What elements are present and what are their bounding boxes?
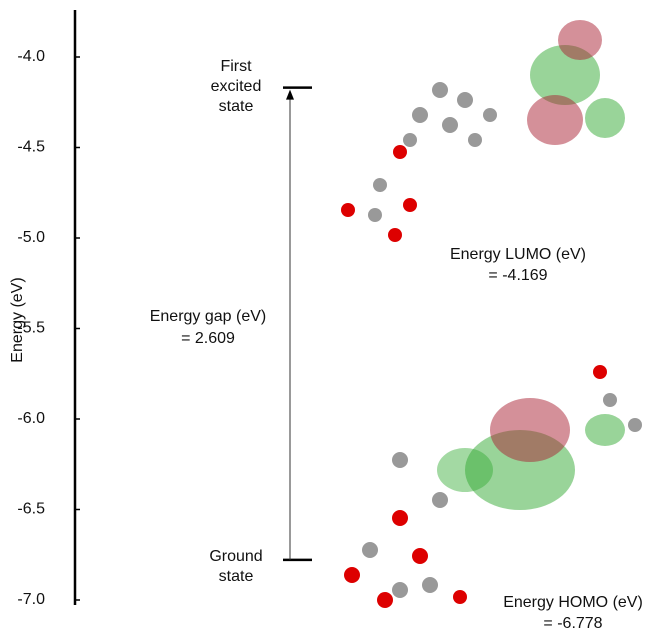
- y-tick-label: -4.0: [17, 48, 45, 65]
- molecule-homo: [344, 365, 642, 608]
- orbital-value-label: = -4.169: [488, 267, 547, 284]
- page: Energy (eV) -4.0-4.5-5.0-5.5-6.0-6.5-7.0…: [0, 0, 661, 633]
- gap-value-label: = 2.609: [181, 330, 235, 347]
- arrow-head: [286, 90, 294, 100]
- y-tick-label: -6.5: [17, 501, 45, 518]
- molecule-lumo: [341, 20, 625, 242]
- gap-label: Energy gap (eV): [150, 308, 267, 325]
- level-label: Ground state: [198, 547, 274, 587]
- orbital-value-label: = -6.778: [543, 615, 602, 632]
- orbital-label: Energy LUMO (eV): [450, 246, 586, 263]
- y-tick-label: -5.0: [17, 229, 45, 246]
- level-label: First excited state: [198, 57, 274, 117]
- y-tick-label: -5.5: [17, 320, 45, 337]
- y-tick-label: -7.0: [17, 591, 45, 608]
- chart: Energy (eV) -4.0-4.5-5.0-5.5-6.0-6.5-7.0…: [0, 0, 661, 633]
- orbital-label: Energy HOMO (eV): [503, 594, 643, 611]
- y-tick-label: -4.5: [17, 139, 45, 156]
- y-tick-label: -6.0: [17, 410, 45, 427]
